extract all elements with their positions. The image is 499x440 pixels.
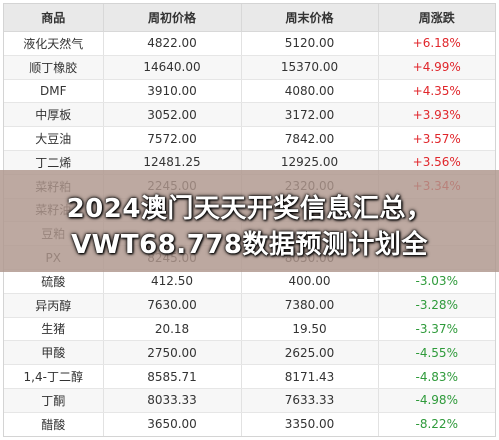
- cell-weekly-change: -8.22%: [378, 412, 495, 436]
- cell-commodity-name: 醋酸: [4, 412, 104, 436]
- cell-week-close-price: 4080.00: [241, 79, 379, 104]
- watermark-banner: [0, 170, 499, 272]
- cell-week-close-price: 400.00: [241, 269, 379, 294]
- cell-week-open-price: 7572.00: [103, 126, 242, 151]
- cell-weekly-change: +4.35%: [378, 79, 495, 104]
- cell-week-close-price: 7633.33: [241, 388, 379, 413]
- cell-commodity-name: 甲酸: [4, 340, 104, 366]
- table-row: 甲酸 2750.00 2625.00 -4.55%: [4, 340, 495, 366]
- cell-commodity-name: 丁酮: [4, 388, 104, 413]
- cell-week-close-price: 19.50: [241, 317, 379, 342]
- cell-weekly-change: -4.83%: [378, 364, 495, 389]
- cell-weekly-change: +3.57%: [378, 126, 495, 151]
- table-row: 中厚板 3052.00 3172.00 +3.93%: [4, 102, 495, 128]
- header-week-open-price: 周初价格: [103, 4, 242, 32]
- cell-weekly-change: -3.03%: [378, 269, 495, 294]
- table-row: 异丙醇 7630.00 7380.00 -3.28%: [4, 293, 495, 318]
- cell-week-open-price: 8585.71: [103, 364, 242, 389]
- cell-weekly-change: -4.55%: [378, 340, 495, 366]
- cell-week-open-price: 3052.00: [103, 102, 242, 128]
- cell-weekly-change: -3.28%: [378, 293, 495, 318]
- cell-week-open-price: 8033.33: [103, 388, 242, 413]
- cell-commodity-name: 液化天然气: [4, 31, 104, 56]
- cell-commodity-name: DMF: [4, 79, 104, 104]
- header-week-close-price: 周末价格: [241, 4, 379, 32]
- table-row: 硫酸 412.50 400.00 -3.03%: [4, 269, 495, 294]
- cell-week-close-price: 7380.00: [241, 293, 379, 318]
- table-row: 1,4-丁二醇 8585.71 8171.43 -4.83%: [4, 364, 495, 389]
- watermark-text-line-2: VWT68.778数据预测计划全: [71, 230, 428, 260]
- cell-week-close-price: 8171.43: [241, 364, 379, 389]
- cell-week-open-price: 3910.00: [103, 79, 242, 104]
- cell-week-open-price: 412.50: [103, 269, 242, 294]
- cell-week-open-price: 4822.00: [103, 31, 242, 56]
- cell-weekly-change: -3.37%: [378, 317, 495, 342]
- header-commodity: 商品: [4, 4, 104, 32]
- cell-weekly-change: -4.98%: [378, 388, 495, 413]
- cell-weekly-change: +4.99%: [378, 55, 495, 80]
- table-row: 顺丁橡胶 14640.00 15370.00 +4.99%: [4, 55, 495, 80]
- cell-commodity-name: 丁二烯: [4, 150, 104, 175]
- cell-commodity-name: 异丙醇: [4, 293, 104, 318]
- cell-week-close-price: 3350.00: [241, 412, 379, 436]
- table-row: 液化天然气 4822.00 5120.00 +6.18%: [4, 31, 495, 56]
- cell-week-open-price: 3650.00: [103, 412, 242, 436]
- table-row: 醋酸 3650.00 3350.00 -8.22%: [4, 412, 495, 436]
- cell-commodity-name: 中厚板: [4, 102, 104, 128]
- cell-commodity-name: 大豆油: [4, 126, 104, 151]
- header-weekly-change: 周涨跌: [378, 4, 495, 32]
- cell-week-close-price: 3172.00: [241, 102, 379, 128]
- table-row: 大豆油 7572.00 7842.00 +3.57%: [4, 126, 495, 151]
- cell-weekly-change: +6.18%: [378, 31, 495, 56]
- cell-week-close-price: 7842.00: [241, 126, 379, 151]
- cell-commodity-name: 1,4-丁二醇: [4, 364, 104, 389]
- cell-commodity-name: 顺丁橡胶: [4, 55, 104, 80]
- cell-commodity-name: 生猪: [4, 317, 104, 342]
- table-header-row: 商品 周初价格 周末价格 周涨跌: [4, 4, 495, 32]
- cell-week-open-price: 14640.00: [103, 55, 242, 80]
- cell-week-close-price: 5120.00: [241, 31, 379, 56]
- cell-commodity-name: 硫酸: [4, 269, 104, 294]
- table-row: 丁酮 8033.33 7633.33 -4.98%: [4, 388, 495, 413]
- table-row: 生猪 20.18 19.50 -3.37%: [4, 317, 495, 342]
- cell-week-open-price: 20.18: [103, 317, 242, 342]
- cell-week-open-price: 7630.00: [103, 293, 242, 318]
- table-row: DMF 3910.00 4080.00 +4.35%: [4, 79, 495, 104]
- watermark-text-line-1: 2024澳门天天开奖信息汇总，: [66, 194, 433, 224]
- cell-weekly-change: +3.93%: [378, 102, 495, 128]
- cell-week-close-price: 15370.00: [241, 55, 379, 80]
- cell-week-close-price: 2625.00: [241, 340, 379, 366]
- cell-week-open-price: 2750.00: [103, 340, 242, 366]
